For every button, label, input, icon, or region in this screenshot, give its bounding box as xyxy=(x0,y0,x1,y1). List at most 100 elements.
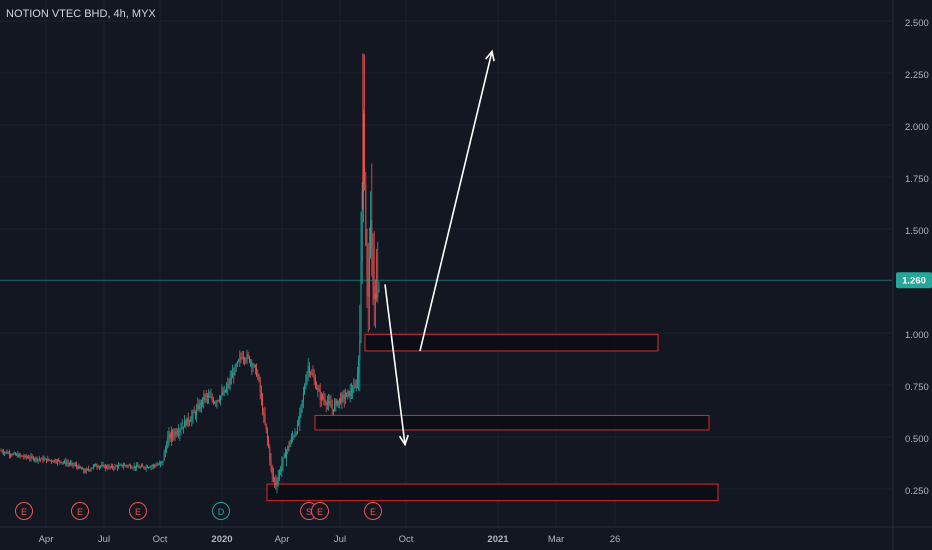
candle-body xyxy=(240,357,242,358)
candle-body xyxy=(262,399,264,414)
candle-body xyxy=(115,465,117,467)
event-marker-circle[interactable] xyxy=(15,502,33,520)
candle-body xyxy=(232,373,234,379)
candle-body xyxy=(372,248,374,287)
arrow-head[interactable] xyxy=(485,49,495,62)
candle-body xyxy=(223,390,225,395)
time-axis[interactable]: Apr Jul Oct 2020 Apr Jul Oct 2021 Mar 26 xyxy=(39,534,621,545)
candle-body xyxy=(326,402,328,405)
candle-body xyxy=(48,458,50,461)
candle-body xyxy=(194,412,196,416)
event-marker-circle[interactable] xyxy=(71,502,89,520)
candle-body xyxy=(52,461,54,462)
candle-body xyxy=(103,465,105,468)
time-axis-tick-label: Apr xyxy=(39,534,54,545)
event-marker-circle[interactable] xyxy=(129,502,147,520)
last-price-tag xyxy=(896,272,932,289)
candle-body xyxy=(146,466,148,468)
candle-body xyxy=(350,390,352,393)
candle-body xyxy=(107,467,109,469)
zone-rectangle[interactable] xyxy=(364,333,659,352)
candle-body xyxy=(211,397,213,400)
candle-body xyxy=(214,402,216,404)
candle-body xyxy=(252,366,254,368)
candle-body xyxy=(218,400,220,401)
price-axis-tick-label: 2.500 xyxy=(905,18,929,29)
time-axis-tick-label: 2021 xyxy=(487,534,509,545)
candle-body xyxy=(130,465,132,468)
candle-body xyxy=(361,191,363,262)
candle-body xyxy=(197,405,199,409)
candle-body xyxy=(41,458,43,460)
candle-body xyxy=(305,382,307,388)
time-axis-tick-label: 26 xyxy=(610,534,621,545)
price-axis-tick-label: 1.500 xyxy=(905,226,929,237)
candle-body xyxy=(85,469,87,473)
candle-body xyxy=(272,474,274,479)
candle-body xyxy=(152,465,154,466)
candle-body xyxy=(181,426,183,429)
event-marker-label: E xyxy=(317,507,323,517)
candle-body xyxy=(25,455,27,458)
candle-body xyxy=(161,461,163,463)
event-marker-circle[interactable] xyxy=(212,502,230,520)
candle-body xyxy=(145,466,147,469)
candle-body xyxy=(118,465,120,468)
candle-body xyxy=(110,465,112,468)
candle-body xyxy=(126,465,128,467)
candle-body xyxy=(178,432,180,434)
candle-body xyxy=(104,466,106,468)
price-axis-tick-label: 2.000 xyxy=(905,122,929,133)
candle-body xyxy=(121,464,123,467)
zone-rectangle[interactable] xyxy=(266,483,719,502)
candle-body xyxy=(157,464,159,466)
candle-body xyxy=(20,455,22,457)
event-marker-circle[interactable] xyxy=(311,502,329,520)
candle-body xyxy=(373,286,375,300)
candle-body xyxy=(73,464,75,466)
candle-body xyxy=(378,288,380,291)
candle-body xyxy=(43,459,45,461)
candle-body xyxy=(49,460,51,461)
arrow-head[interactable] xyxy=(398,434,409,447)
candle-body xyxy=(131,467,133,469)
price-axis[interactable]: 2.500 2.250 2.000 1.750 1.500 1.000 0.750 0.500… xyxy=(896,18,932,497)
arrow-line[interactable] xyxy=(384,284,406,445)
candle-body xyxy=(270,460,272,466)
candle-body xyxy=(31,456,33,458)
candle-body xyxy=(220,396,222,401)
candle-body xyxy=(166,447,168,450)
candle-body xyxy=(358,360,360,375)
candle-body xyxy=(292,436,294,438)
candle-body xyxy=(108,466,110,469)
candle-body xyxy=(151,465,153,467)
candle-body xyxy=(355,384,357,387)
event-marker-circle[interactable] xyxy=(364,502,382,520)
candle-body xyxy=(53,460,55,462)
candle-body xyxy=(301,400,303,406)
candle-body xyxy=(184,420,186,428)
candle-body xyxy=(320,395,322,400)
candle-body xyxy=(352,392,354,393)
candle-body xyxy=(281,464,283,471)
candle-body xyxy=(127,465,129,467)
candle-body xyxy=(36,457,38,461)
projection-arrows[interactable] xyxy=(384,49,495,447)
zone-rectangle[interactable] xyxy=(314,414,710,431)
candle-body xyxy=(5,451,7,453)
candle-body xyxy=(336,400,338,406)
candle-body xyxy=(302,392,304,401)
price-axis-tick-label: 0.500 xyxy=(905,434,929,445)
candle-body xyxy=(376,294,378,298)
candle-body xyxy=(365,184,367,246)
candle-body xyxy=(30,456,32,459)
candle-body xyxy=(12,453,14,456)
event-marker-label: S xyxy=(306,507,312,517)
candle-body xyxy=(19,454,21,456)
candle-body xyxy=(208,396,210,398)
candle-body xyxy=(377,290,379,298)
arrow-line[interactable] xyxy=(419,51,493,352)
supply-demand-zones[interactable] xyxy=(266,333,719,502)
